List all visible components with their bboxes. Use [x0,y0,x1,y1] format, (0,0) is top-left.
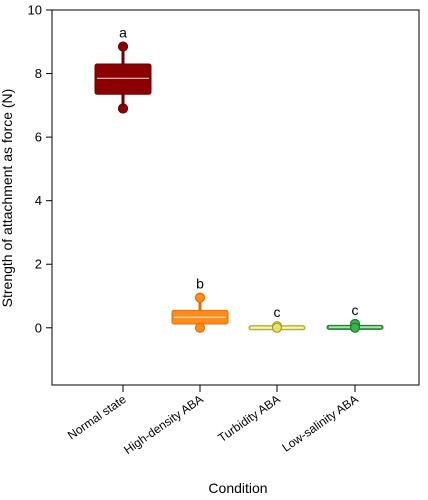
y-tick-label: 4 [35,193,42,208]
x-tick-label: Turbidity ABA [215,392,282,445]
plot-frame [51,9,420,386]
significance-letter: b [196,276,204,292]
x-tick-label: High-density ABA [121,392,206,457]
outlier-point [271,322,283,333]
significance-letter: c [352,302,359,318]
x-axis-label: Condition [208,480,267,496]
outlier-point [194,292,206,303]
y-tick-label: 0 [35,320,42,335]
y-axis-label: Strength of attachment as force (N) [0,89,15,308]
y-tick-label: 2 [35,257,42,272]
x-tick-label: Normal state [65,392,129,443]
outlier-point [117,103,129,114]
outlier-point [117,41,129,52]
significance-letter: a [119,25,127,41]
box [94,63,152,95]
significance-letter: c [274,304,281,320]
y-axis: 0 2 4 6 8 10 [28,3,52,335]
y-tick-label: 6 [35,130,42,145]
boxes-group: a b c c [94,25,384,333]
y-tick-label: 8 [35,66,42,81]
y-tick-label: 10 [28,3,42,18]
x-tick-label: Low-salinity ABA [279,392,360,455]
outlier-point [349,322,361,333]
outlier-point [194,322,206,333]
